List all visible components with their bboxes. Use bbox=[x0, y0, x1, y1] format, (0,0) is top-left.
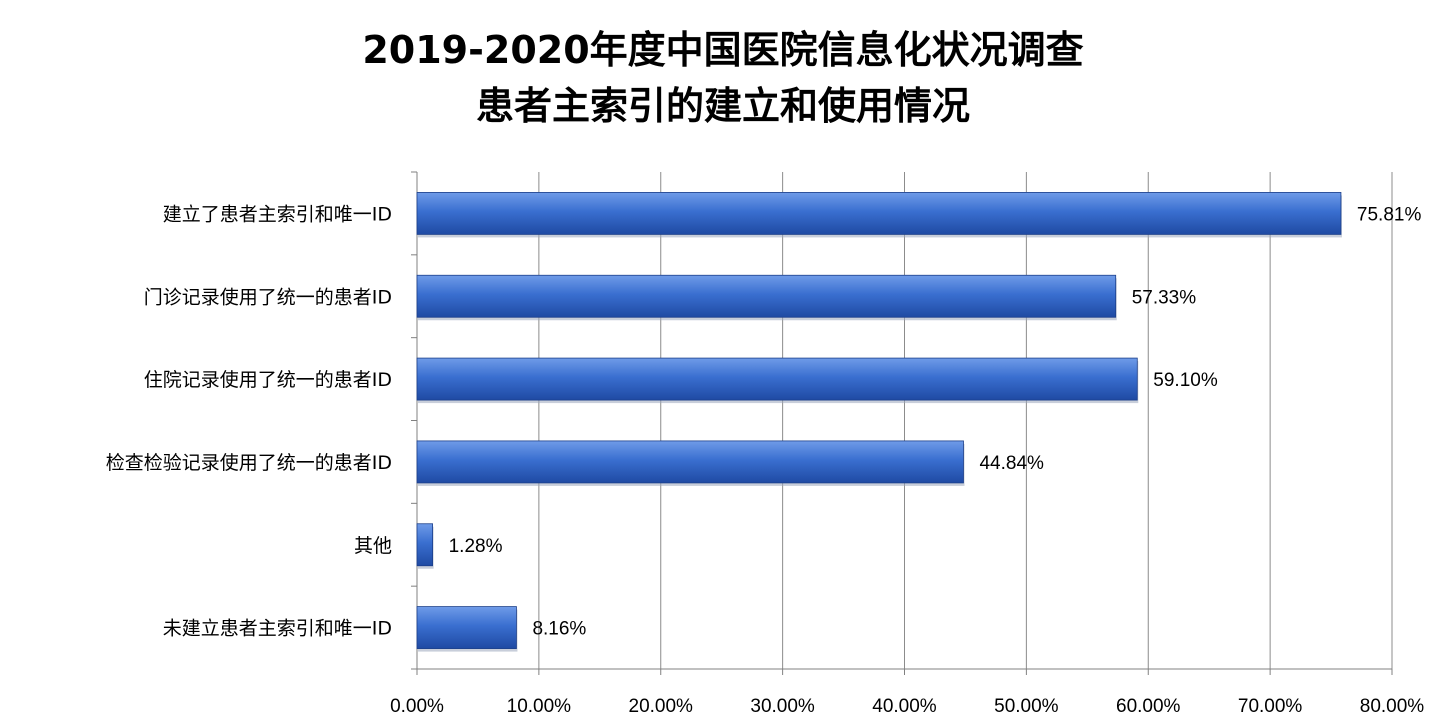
data-label: 75.81% bbox=[1357, 204, 1422, 225]
data-label: 8.16% bbox=[532, 619, 586, 640]
category-label: 住院记录使用了统一的患者ID bbox=[144, 369, 392, 391]
x-tick-label: 70.00% bbox=[1238, 696, 1303, 717]
bar bbox=[416, 192, 1342, 235]
x-tick-label: 40.00% bbox=[872, 696, 937, 717]
bar bbox=[416, 357, 1138, 401]
bar bbox=[416, 606, 517, 649]
category-label: 未建立患者主索引和唯一ID bbox=[163, 618, 392, 640]
x-tick-label: 80.00% bbox=[1360, 696, 1425, 717]
data-label: 44.84% bbox=[979, 453, 1044, 474]
axes bbox=[411, 171, 1393, 675]
gridlines bbox=[538, 172, 1393, 669]
data-label: 1.28% bbox=[449, 536, 503, 557]
chart-title-line-2: 患者主索引的建立和使用情况 bbox=[475, 84, 970, 128]
x-tick-label: 0.00% bbox=[390, 696, 444, 717]
labels: 0.00% 10.00% 20.00% 30.00% 40.00% 50.00% 60.00… bbox=[106, 203, 1425, 717]
bars bbox=[416, 192, 1342, 652]
data-label: 57.33% bbox=[1132, 287, 1197, 308]
bar bbox=[416, 523, 434, 567]
bar bbox=[416, 274, 1117, 318]
x-tick-label: 60.00% bbox=[1116, 696, 1181, 717]
category-label: 其他 bbox=[354, 535, 392, 557]
chart-title: 2019-2020年度中国医院信息化状况调查 患者主索引的建立和使用情况 bbox=[0, 22, 1446, 134]
x-tick-label: 20.00% bbox=[629, 696, 694, 717]
x-tick-label: 10.00% bbox=[507, 696, 572, 717]
category-label: 检查检验记录使用了统一的患者ID bbox=[106, 452, 392, 474]
category-label: 建立了患者主索引和唯一ID bbox=[163, 203, 392, 225]
bar bbox=[416, 440, 964, 484]
category-label: 门诊记录使用了统一的患者ID bbox=[144, 286, 392, 308]
data-label: 59.10% bbox=[1153, 370, 1218, 391]
x-tick-label: 50.00% bbox=[994, 696, 1059, 717]
x-tick-label: 30.00% bbox=[750, 696, 815, 717]
chart-title-line-1: 2019-2020年度中国医院信息化状况调查 bbox=[362, 28, 1084, 72]
